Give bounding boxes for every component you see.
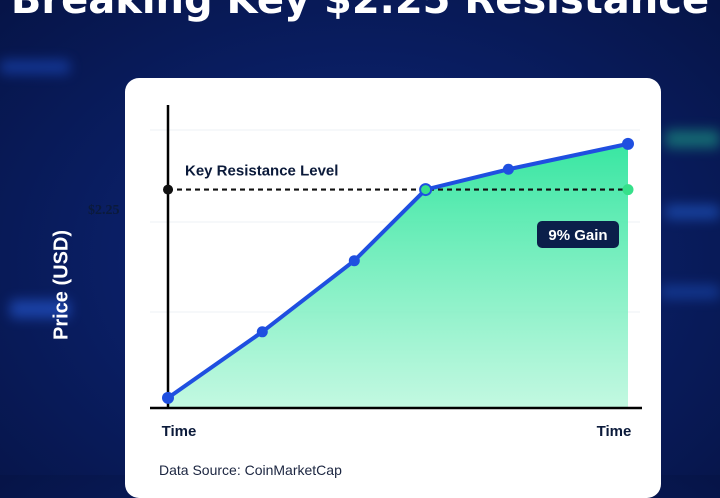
resistance-axis-marker — [163, 184, 173, 195]
data-point — [502, 163, 514, 175]
data-point — [622, 137, 634, 150]
y-tick-label: $2.25 — [88, 203, 120, 218]
resistance-label: Key Resistance Level — [185, 163, 338, 180]
x-tick-label: Time — [597, 423, 632, 440]
headline-line-2: Breaking Key $2.25 Resistance — [10, 0, 710, 23]
background-streak — [665, 130, 720, 148]
background-streak — [660, 285, 720, 299]
area-fill — [168, 143, 628, 408]
background-streak — [0, 60, 70, 74]
data-source: Data Source: CoinMarketCap — [159, 462, 342, 478]
data-point — [419, 183, 433, 197]
gain-badge-label: 9% Gain — [548, 227, 607, 244]
background-streak — [665, 205, 720, 219]
gain-badge: 9% Gain — [537, 221, 619, 248]
price-chart: Key Resistance Level 9% Gain Time Time — [150, 105, 642, 440]
resistance-end-marker — [622, 184, 634, 196]
x-tick-label: Time — [162, 423, 197, 440]
data-point — [162, 391, 174, 404]
data-point — [256, 326, 268, 338]
headline: Breaking Key $2.25 Resistance — [0, 0, 720, 24]
gain-badge-box — [537, 221, 619, 248]
background-streak — [10, 300, 70, 318]
data-point — [348, 255, 360, 267]
series-line — [166, 141, 630, 400]
